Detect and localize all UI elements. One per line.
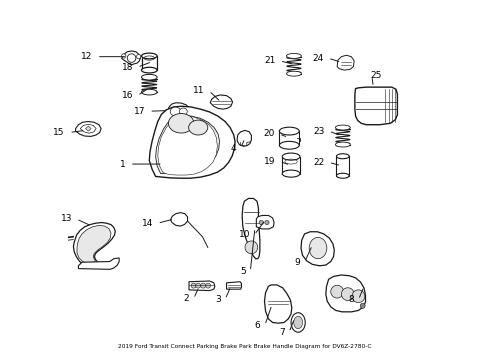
Ellipse shape: [279, 127, 299, 135]
Ellipse shape: [142, 89, 157, 95]
Polygon shape: [210, 95, 233, 109]
Circle shape: [206, 283, 211, 288]
Circle shape: [360, 303, 365, 308]
Text: 16: 16: [122, 91, 133, 100]
Circle shape: [201, 283, 206, 288]
Ellipse shape: [170, 107, 181, 116]
Ellipse shape: [287, 71, 301, 76]
Text: 8: 8: [348, 295, 354, 304]
Ellipse shape: [294, 316, 303, 329]
Text: 22: 22: [313, 158, 324, 167]
Circle shape: [259, 220, 264, 225]
Text: 4: 4: [231, 144, 237, 153]
Circle shape: [331, 285, 343, 298]
Ellipse shape: [279, 141, 299, 149]
Polygon shape: [226, 282, 242, 289]
Polygon shape: [78, 258, 119, 269]
Polygon shape: [242, 198, 260, 259]
Polygon shape: [189, 281, 215, 291]
Ellipse shape: [142, 53, 157, 59]
Ellipse shape: [337, 154, 349, 159]
Circle shape: [265, 220, 269, 225]
Text: 19: 19: [264, 157, 275, 166]
Text: 13: 13: [61, 215, 72, 224]
Text: 25: 25: [370, 71, 382, 80]
Circle shape: [191, 283, 196, 288]
Ellipse shape: [287, 54, 301, 58]
Polygon shape: [326, 275, 366, 312]
Ellipse shape: [282, 153, 300, 160]
Circle shape: [122, 54, 126, 58]
Ellipse shape: [142, 67, 157, 73]
Ellipse shape: [282, 170, 300, 177]
Polygon shape: [142, 56, 157, 70]
Polygon shape: [75, 122, 101, 136]
Polygon shape: [337, 156, 349, 176]
Polygon shape: [156, 116, 220, 174]
Polygon shape: [237, 130, 251, 146]
Ellipse shape: [291, 313, 305, 332]
Ellipse shape: [335, 125, 350, 130]
Polygon shape: [168, 103, 191, 120]
Text: 18: 18: [122, 63, 133, 72]
Text: 3: 3: [215, 295, 221, 304]
Ellipse shape: [169, 113, 194, 133]
Ellipse shape: [179, 108, 187, 115]
Text: 1: 1: [120, 159, 125, 168]
Polygon shape: [256, 215, 274, 229]
Polygon shape: [149, 106, 235, 178]
Text: 20: 20: [264, 130, 275, 139]
Text: 11: 11: [193, 86, 205, 95]
Text: 9: 9: [294, 258, 300, 267]
Polygon shape: [85, 126, 91, 131]
Polygon shape: [80, 124, 96, 133]
Polygon shape: [355, 87, 397, 125]
Polygon shape: [282, 157, 300, 174]
Text: 14: 14: [142, 219, 153, 228]
Polygon shape: [279, 131, 299, 145]
Polygon shape: [337, 55, 354, 70]
Circle shape: [127, 54, 136, 62]
Ellipse shape: [335, 142, 350, 147]
Circle shape: [342, 288, 354, 301]
Circle shape: [352, 290, 365, 303]
Text: 5: 5: [240, 267, 246, 276]
Polygon shape: [171, 213, 188, 226]
Circle shape: [245, 241, 258, 254]
Circle shape: [137, 54, 141, 59]
Ellipse shape: [309, 238, 327, 259]
Text: 10: 10: [239, 230, 250, 239]
Polygon shape: [265, 285, 292, 323]
Text: 12: 12: [81, 52, 93, 61]
Text: 7: 7: [279, 328, 285, 337]
Circle shape: [196, 283, 201, 288]
Ellipse shape: [142, 75, 157, 80]
Text: 24: 24: [313, 54, 324, 63]
Ellipse shape: [189, 120, 208, 135]
Polygon shape: [158, 116, 218, 175]
Text: 6: 6: [255, 321, 261, 330]
Text: 15: 15: [53, 128, 65, 137]
Polygon shape: [301, 232, 334, 266]
Text: 2: 2: [184, 294, 189, 303]
Polygon shape: [77, 225, 111, 264]
Text: 21: 21: [264, 57, 275, 66]
Polygon shape: [122, 51, 141, 65]
Text: 23: 23: [313, 127, 324, 136]
Text: 2019 Ford Transit Connect Parking Brake Park Brake Handle Diagram for DV6Z-2780-: 2019 Ford Transit Connect Parking Brake …: [118, 345, 372, 350]
Polygon shape: [74, 222, 115, 268]
Ellipse shape: [337, 173, 349, 178]
Text: 17: 17: [134, 107, 145, 116]
